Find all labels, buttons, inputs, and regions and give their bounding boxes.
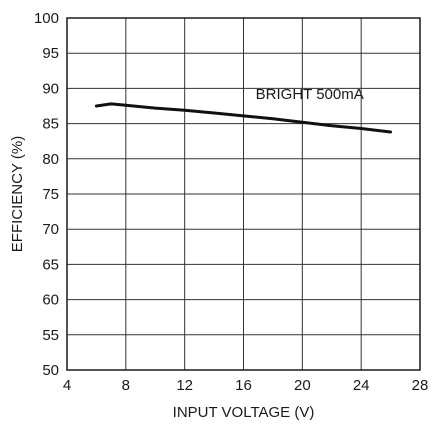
x-axis-label: INPUT VOLTAGE (V) [173,404,315,421]
plot-frame [66,17,421,371]
x-tick-label: 4 [63,377,71,394]
y-tick-label: 75 [42,186,59,203]
grid-lines [67,18,420,370]
x-tick-label: 28 [412,377,429,394]
y-tick-label: 90 [42,80,59,97]
y-tick-label: 55 [42,327,59,344]
series-annotation: BRIGHT 500mA [256,86,364,103]
tick-labels: 4 8 12 16 20 24 28 50 55 60 65 70 75 80 85 90 95 100 [34,10,428,394]
y-tick-label: 65 [42,256,59,273]
x-tick-label: 24 [353,377,370,394]
y-tick-label: 100 [34,10,59,27]
x-tick-label: 16 [235,377,252,394]
y-tick-label: 85 [42,116,59,133]
y-tick-label: 70 [42,221,59,238]
y-tick-label: 60 [42,292,59,309]
y-tick-label: 95 [42,45,59,62]
x-tick-label: 8 [122,377,130,394]
y-tick-label: 80 [42,151,59,168]
series-layer [94,102,393,134]
efficiency-series-line [94,102,393,134]
annotations: BRIGHT 500mA [256,86,364,103]
y-axis-label: EFFICIENCY (%) [9,136,26,252]
x-tick-label: 20 [294,377,311,394]
y-tick-label: 50 [42,362,59,379]
x-tick-label: 12 [176,377,193,394]
